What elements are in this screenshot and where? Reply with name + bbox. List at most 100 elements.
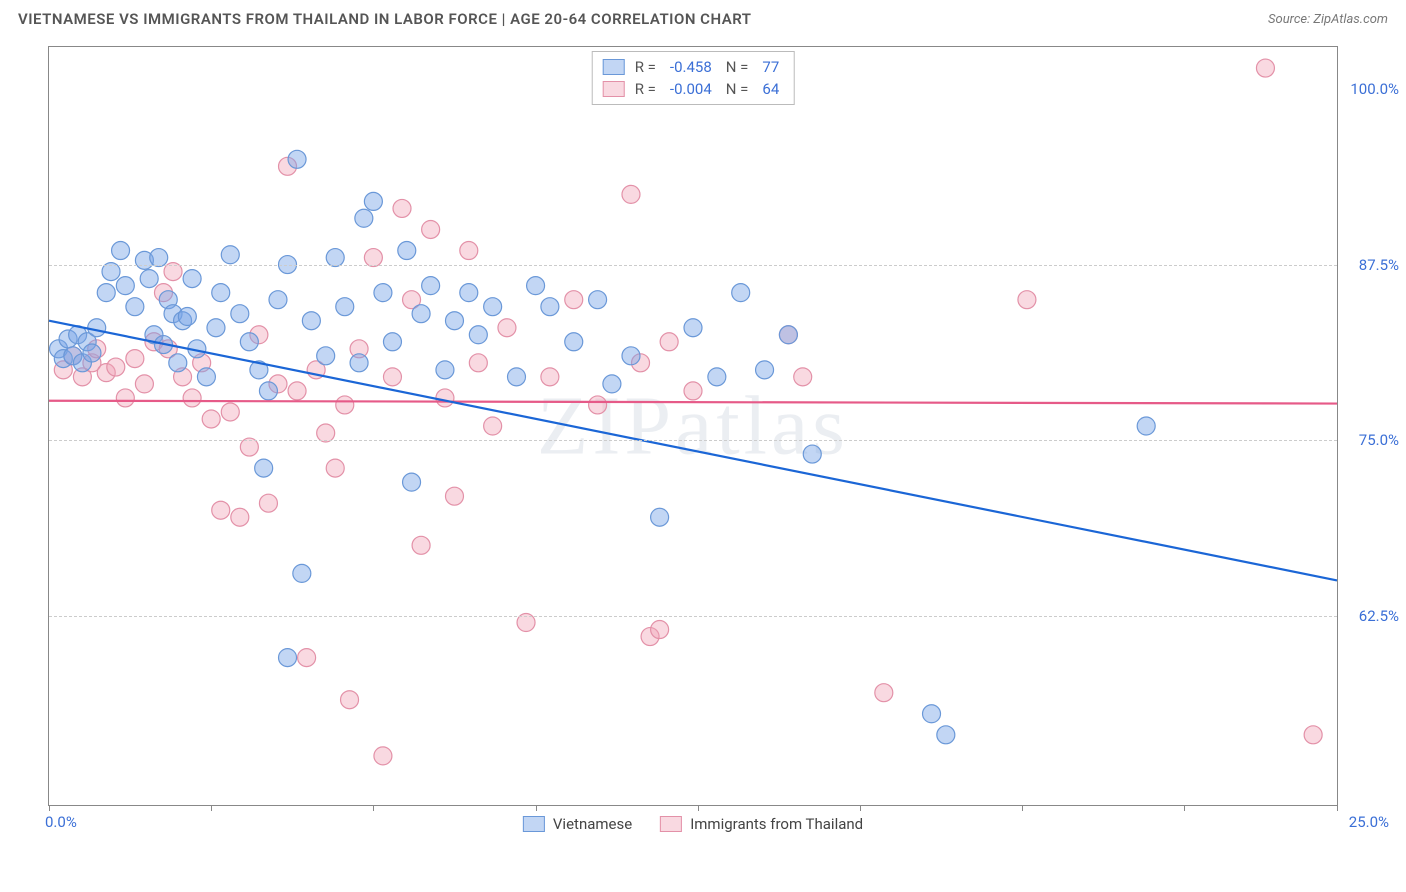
- n-label: N =: [726, 58, 749, 76]
- data-point: [231, 508, 249, 526]
- data-point: [732, 284, 750, 302]
- x-tick-mark: [1022, 805, 1023, 811]
- data-point: [622, 347, 640, 365]
- data-point: [336, 298, 354, 316]
- data-point: [202, 410, 220, 428]
- data-point: [412, 305, 430, 323]
- data-point: [398, 242, 416, 260]
- data-point: [255, 459, 273, 477]
- n-value-1: 64: [758, 80, 783, 98]
- legend-label-0: Vietnamese: [553, 815, 632, 833]
- data-point: [527, 277, 545, 295]
- data-point: [288, 382, 306, 400]
- data-point: [875, 684, 893, 702]
- data-point: [83, 344, 101, 362]
- data-point: [684, 319, 702, 337]
- data-point: [116, 277, 134, 295]
- data-point: [288, 150, 306, 168]
- data-point: [135, 375, 153, 393]
- data-point: [565, 291, 583, 309]
- data-point: [212, 501, 230, 519]
- x-tick-mark: [49, 805, 50, 811]
- data-point: [97, 284, 115, 302]
- data-point: [445, 312, 463, 330]
- data-point: [140, 270, 158, 288]
- x-tick-label: 25.0%: [1349, 813, 1389, 831]
- x-tick-mark: [1184, 805, 1185, 811]
- legend-stats: R = -0.458 N = 77 R = -0.004 N = 64: [592, 51, 795, 105]
- data-point: [336, 396, 354, 414]
- gridline: [49, 265, 1337, 266]
- data-point: [651, 508, 669, 526]
- x-tick-label: 0.0%: [45, 813, 77, 831]
- data-point: [1256, 59, 1274, 77]
- data-point: [298, 649, 316, 667]
- legend-swatch-vietnamese: [603, 59, 625, 75]
- data-point: [183, 270, 201, 288]
- data-point: [112, 242, 130, 260]
- x-tick-mark: [373, 805, 374, 811]
- gridline: [49, 440, 1337, 441]
- data-point: [383, 333, 401, 351]
- data-point: [207, 319, 225, 337]
- data-point: [779, 326, 797, 344]
- x-tick-mark: [860, 805, 861, 811]
- legend-swatch-thailand: [603, 81, 625, 97]
- data-point: [326, 459, 344, 477]
- data-point: [541, 298, 559, 316]
- trend-line: [49, 401, 1337, 404]
- data-point: [422, 220, 440, 238]
- data-point: [302, 312, 320, 330]
- y-tick-label: 100.0%: [1350, 80, 1399, 98]
- data-point: [565, 333, 583, 351]
- data-point: [484, 298, 502, 316]
- data-point: [445, 487, 463, 505]
- data-point: [1137, 417, 1155, 435]
- data-point: [269, 291, 287, 309]
- data-point: [622, 185, 640, 203]
- data-point: [436, 361, 454, 379]
- data-point: [803, 445, 821, 463]
- data-point: [794, 368, 812, 386]
- r-label: R =: [635, 58, 656, 76]
- data-point: [116, 389, 134, 407]
- x-tick-mark: [1337, 805, 1338, 811]
- data-point: [355, 209, 373, 227]
- data-point: [393, 199, 411, 217]
- y-tick-label: 62.5%: [1359, 607, 1399, 625]
- data-point: [684, 382, 702, 400]
- data-point: [364, 192, 382, 210]
- data-point: [1304, 726, 1322, 744]
- data-point: [259, 382, 277, 400]
- data-point: [412, 536, 430, 554]
- data-point: [88, 319, 106, 337]
- data-point: [221, 246, 239, 264]
- data-point: [383, 368, 401, 386]
- gridline: [49, 616, 1337, 617]
- r-value-0: -0.458: [666, 58, 716, 76]
- data-point: [293, 564, 311, 582]
- chart-title: VIETNAMESE VS IMMIGRANTS FROM THAILAND I…: [18, 10, 752, 28]
- legend-label-1: Immigrants from Thailand: [690, 815, 863, 833]
- data-point: [279, 649, 297, 667]
- data-point: [1018, 291, 1036, 309]
- data-point: [240, 333, 258, 351]
- data-point: [498, 319, 516, 337]
- data-point: [350, 354, 368, 372]
- data-point: [660, 333, 678, 351]
- data-point: [403, 473, 421, 491]
- x-tick-mark: [211, 805, 212, 811]
- data-point: [374, 747, 392, 765]
- y-tick-label: 75.0%: [1359, 431, 1399, 449]
- y-tick-label: 87.5%: [1359, 256, 1399, 274]
- data-point: [541, 368, 559, 386]
- data-point: [923, 705, 941, 723]
- data-point: [469, 326, 487, 344]
- data-point: [169, 354, 187, 372]
- data-point: [708, 368, 726, 386]
- data-point: [317, 347, 335, 365]
- data-point: [460, 242, 478, 260]
- data-point: [589, 396, 607, 414]
- r-label: R =: [635, 80, 656, 98]
- data-point: [178, 308, 196, 326]
